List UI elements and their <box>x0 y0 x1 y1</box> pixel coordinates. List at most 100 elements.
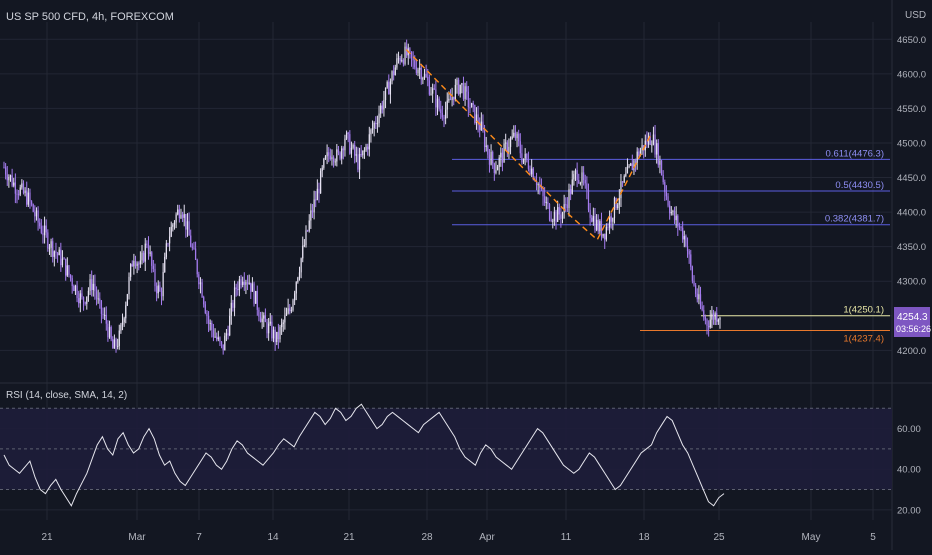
last-price-tag: 4254.3 03:56:26 <box>894 307 931 337</box>
candle-body <box>206 313 208 317</box>
candle-body <box>100 300 103 314</box>
candle-body <box>68 265 70 275</box>
candle-body <box>503 143 505 163</box>
candle-body <box>698 294 700 300</box>
candle-body <box>396 58 398 68</box>
candle-body <box>139 260 141 265</box>
candle-body <box>591 217 593 222</box>
candle-body <box>571 179 573 194</box>
candle-body <box>414 60 416 68</box>
candle-body <box>55 251 57 254</box>
candle-body <box>339 152 341 159</box>
candle-body <box>467 91 469 108</box>
candle-body <box>311 210 314 213</box>
candle-body <box>662 175 664 183</box>
candle-body <box>406 46 408 56</box>
candle-body <box>659 160 661 165</box>
candle-body <box>143 252 145 262</box>
candle-body <box>177 209 179 215</box>
candle-body <box>584 179 586 184</box>
candle-body <box>521 153 523 163</box>
candle-body <box>186 221 189 230</box>
candle-body <box>118 330 120 346</box>
candle-body <box>423 73 426 79</box>
candle-body <box>391 71 393 82</box>
candle-body <box>48 247 51 249</box>
candle-body <box>89 279 91 291</box>
candle-body <box>294 293 296 301</box>
candle-body <box>125 305 127 319</box>
fib-layer: 0.611(4476.3) 0.5(4430.5) 0.382(4381.7) 1(4… <box>452 148 890 344</box>
candle-body <box>365 146 367 151</box>
candle-body <box>415 67 418 73</box>
candle-body <box>673 211 676 221</box>
price-line-yellow-label: 1(4250.1) <box>843 305 884 316</box>
candle-body <box>324 156 327 159</box>
candle-body <box>550 219 552 221</box>
candle-body <box>295 282 297 294</box>
candle-body <box>261 318 263 323</box>
candle-body <box>237 289 239 291</box>
candle-body <box>623 176 625 183</box>
candle-body <box>557 207 559 223</box>
candle-body <box>207 316 210 324</box>
candle-body <box>670 212 672 214</box>
candle-body <box>553 211 556 221</box>
candle-body <box>334 161 336 163</box>
candle-body <box>548 204 551 220</box>
candle-body <box>40 226 42 233</box>
candle-body <box>313 199 315 213</box>
candle-body <box>141 252 143 261</box>
candle-body <box>8 176 10 181</box>
candle-body <box>454 84 456 100</box>
x-tick-label: May <box>802 532 821 543</box>
candle-body <box>227 333 229 336</box>
candle-body <box>493 163 495 173</box>
candle-body <box>300 258 302 273</box>
candle-body <box>652 134 655 145</box>
candle-body <box>552 220 554 222</box>
candle-body <box>74 285 77 292</box>
candle-body <box>542 188 544 197</box>
candle-body <box>578 179 580 183</box>
candle-body <box>151 252 153 266</box>
candle-body <box>435 89 437 108</box>
candle-body <box>665 192 668 197</box>
candle-body <box>639 150 642 156</box>
candle-body <box>199 282 202 285</box>
price-tick-label: 4550.0 <box>897 104 926 115</box>
candle-body <box>232 302 234 308</box>
candle-body <box>66 265 68 276</box>
candle-body <box>123 318 125 323</box>
candle-body <box>160 291 163 297</box>
candle-body <box>82 297 85 303</box>
candle-body <box>602 233 604 237</box>
candle-body <box>716 313 718 322</box>
candle-body <box>457 79 460 95</box>
candle-body <box>522 158 525 163</box>
candle-body <box>115 339 117 347</box>
candle-body <box>19 187 21 195</box>
candle-body <box>595 219 598 230</box>
candle-body <box>53 251 55 257</box>
candle-body <box>388 82 390 95</box>
candle-body <box>532 168 534 180</box>
candle-body <box>397 58 400 60</box>
fib-level-label: 0.382(4381.7) <box>825 214 884 225</box>
candle-body <box>58 249 60 256</box>
candle-body <box>102 313 104 316</box>
candle-body <box>211 322 213 330</box>
candle-body <box>514 132 517 139</box>
candle-body <box>505 142 507 144</box>
candle-body <box>691 266 694 281</box>
candle-body <box>181 214 184 218</box>
candle-body <box>342 148 344 151</box>
candle-body <box>427 76 429 81</box>
candle-body <box>599 221 601 232</box>
candle-body <box>13 182 15 186</box>
candle-body <box>618 198 620 205</box>
candle-body <box>79 293 81 304</box>
candle-body <box>654 134 656 155</box>
candle-body <box>76 285 78 299</box>
